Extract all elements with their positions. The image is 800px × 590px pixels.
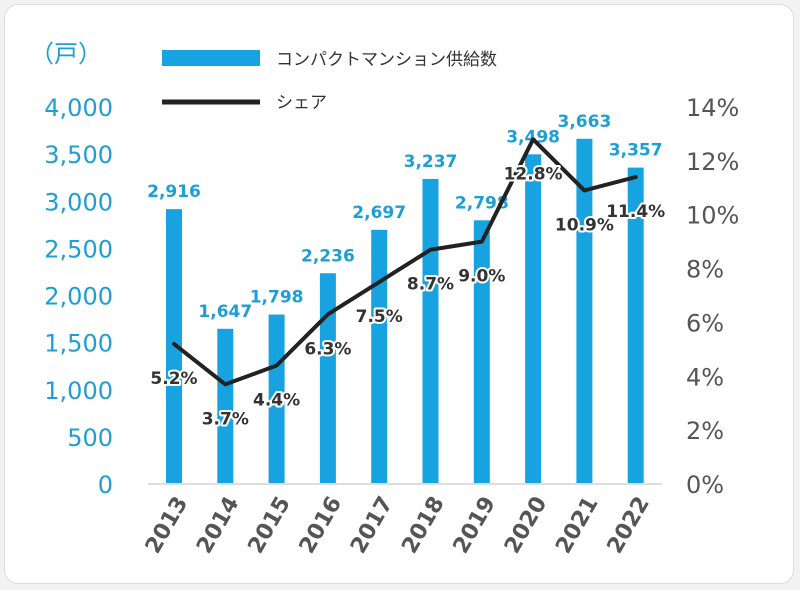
- y-axis-unit-label: （戸）: [30, 40, 102, 68]
- share-value-label: 12.8%: [504, 164, 563, 184]
- y-left-tick-label: 3,500: [44, 141, 113, 169]
- x-tick-label: 2015: [244, 493, 296, 559]
- bar-value-label: 3,357: [609, 141, 663, 161]
- bar-2021: [576, 138, 593, 484]
- y-left-tick-label: 4,000: [44, 94, 113, 122]
- y-right-tick-label: 0%: [686, 471, 724, 499]
- y-right-tick-label: 2%: [686, 417, 724, 445]
- share-value-label: 4.4%: [253, 391, 300, 411]
- y-right-tick-label: 14%: [686, 94, 739, 122]
- x-tick-label: 2017: [346, 493, 398, 559]
- chart-card: [4, 4, 794, 584]
- y-left-tick-label: 1,000: [44, 377, 113, 405]
- y-left-tick-label: 3,000: [44, 188, 113, 216]
- y-left-tick-label: 1,500: [44, 330, 113, 358]
- y-left-tick-label: 2,000: [44, 283, 113, 311]
- bar-value-label: 3,498: [506, 127, 560, 147]
- y-left-tick-label: 500: [67, 424, 113, 452]
- y-right-tick-label: 10%: [686, 202, 739, 230]
- share-value-label: 6.3%: [304, 339, 351, 359]
- bar-value-label: 2,798: [455, 193, 509, 213]
- bar-2022: [627, 167, 644, 484]
- y-left-tick-label: 2,500: [44, 235, 113, 263]
- bar-value-label: 3,237: [404, 152, 458, 172]
- x-tick-label: 2013: [141, 493, 193, 559]
- y-right-tick-label: 8%: [686, 256, 724, 284]
- bar-2015: [268, 314, 285, 484]
- x-tick-label: 2019: [449, 493, 501, 559]
- x-tick-label: 2016: [295, 493, 347, 559]
- bar-value-label: 2,697: [352, 203, 406, 223]
- y-right-tick-label: 12%: [686, 148, 739, 176]
- bar-value-label: 2,236: [301, 246, 355, 266]
- share-value-label: 3.7%: [202, 409, 249, 429]
- share-value-label: 8.7%: [407, 275, 454, 295]
- x-tick-label: 2020: [500, 493, 552, 559]
- share-value-label: 10.9%: [555, 215, 614, 235]
- bar-2017: [371, 229, 388, 484]
- x-tick-label: 2022: [603, 493, 655, 559]
- bar-2013: [166, 209, 182, 485]
- bar-value-label: 1,798: [250, 288, 304, 308]
- y-right-tick-label: 6%: [686, 309, 724, 337]
- legend-bar-swatch: [162, 50, 260, 66]
- x-tick-label: 2014: [192, 493, 244, 559]
- share-value-label: 11.4%: [606, 202, 665, 222]
- share-line: [172, 137, 638, 387]
- bar-value-label: 2,916: [147, 182, 201, 202]
- bar-2018: [422, 178, 439, 484]
- legend-bar-label: コンパクトマンション供給数: [276, 50, 497, 70]
- share-value-label: 9.0%: [458, 267, 505, 287]
- share-value-label: 7.5%: [356, 307, 403, 327]
- y-right-tick-label: 4%: [686, 363, 724, 391]
- legend-line-label: シェア: [276, 93, 327, 113]
- x-tick-label: 2018: [397, 493, 449, 559]
- y-left-tick-label: 0: [98, 471, 113, 499]
- bar-value-label: 3,663: [558, 112, 612, 132]
- share-value-label: 5.2%: [150, 369, 197, 389]
- bar-2020: [525, 154, 542, 484]
- bar-2019: [473, 220, 490, 484]
- bar-2016: [319, 273, 336, 484]
- x-tick-label: 2021: [551, 493, 603, 559]
- bar-2014: [217, 328, 234, 484]
- bar-value-label: 1,647: [198, 302, 252, 322]
